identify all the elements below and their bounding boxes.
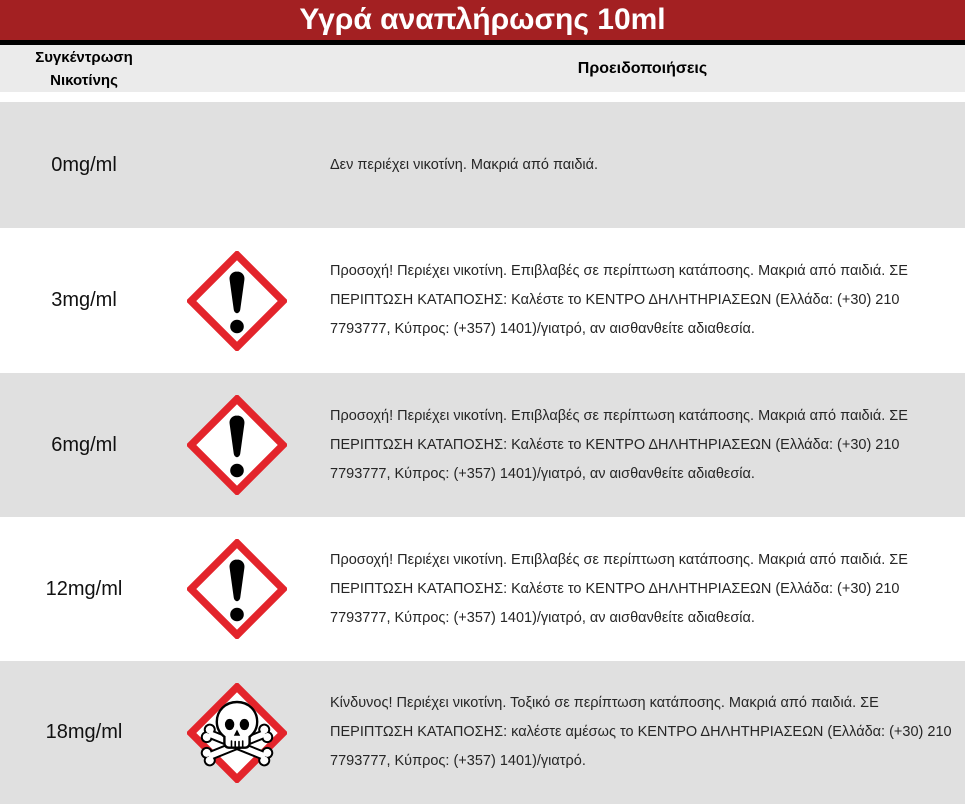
warning-text: Προσοχή! Περιέχει νικοτίνη. Επιβλαβές σε… bbox=[330, 263, 908, 337]
concentration-value: 3mg/ml bbox=[51, 289, 117, 311]
table-row: 12mg/ml Προσοχή! Περιέχει νικοτίνη. Επιβ… bbox=[0, 517, 965, 661]
hazard-icon-cell bbox=[168, 539, 325, 639]
concentration-value: 0mg/ml bbox=[51, 153, 117, 176]
hazard-icon-cell bbox=[168, 250, 325, 351]
concentration-value: 18mg/ml bbox=[45, 721, 123, 743]
header-concentration: Συγκέντρωση Νικοτίνης bbox=[35, 48, 133, 89]
header-row: Συγκέντρωση Νικοτίνης Προειδοποιήσεις bbox=[0, 45, 965, 102]
header-warnings: Προειδοποιήσεις bbox=[577, 59, 708, 77]
ghs07-exclamation-icon bbox=[186, 250, 287, 351]
ghs07-exclamation-icon bbox=[186, 539, 287, 639]
hazard-icon-cell bbox=[168, 395, 325, 495]
warning-text: Δεν περιέχει νικοτίνη. Μακριά από παιδιά… bbox=[330, 156, 599, 173]
page-title: Υγρά αναπλήρωσης 10ml bbox=[299, 3, 666, 36]
table-row: 0mg/ml Δεν περιέχει νικοτίνη. Μακριά από… bbox=[0, 102, 965, 228]
ghs06-skull-crossbones-icon bbox=[186, 682, 287, 783]
table-row: 6mg/ml Προσοχή! Περιέχει νικοτίνη. Επιβλ… bbox=[0, 373, 965, 517]
table-row: 3mg/ml Προσοχή! Περιέχει νικοτίνη. Επιβλ… bbox=[0, 228, 965, 373]
concentration-value: 6mg/ml bbox=[51, 433, 117, 456]
warning-text: Κίνδυνος! Περιέχει νικοτίνη. Τοξικό σε π… bbox=[330, 695, 952, 769]
ghs07-exclamation-icon bbox=[186, 395, 287, 495]
warning-text: Προσοχή! Περιέχει νικοτίνη. Επιβλαβές σε… bbox=[330, 551, 908, 626]
warning-text: Προσοχή! Περιέχει νικοτίνη. Επιβλαβές σε… bbox=[330, 407, 908, 482]
hazard-icon-cell bbox=[168, 682, 325, 783]
black-divider bbox=[0, 40, 965, 45]
table-row: 18mg/ml bbox=[0, 661, 965, 804]
concentration-value: 12mg/ml bbox=[45, 577, 123, 600]
title-bar: Υγρά αναπλήρωσης 10ml bbox=[0, 0, 965, 40]
